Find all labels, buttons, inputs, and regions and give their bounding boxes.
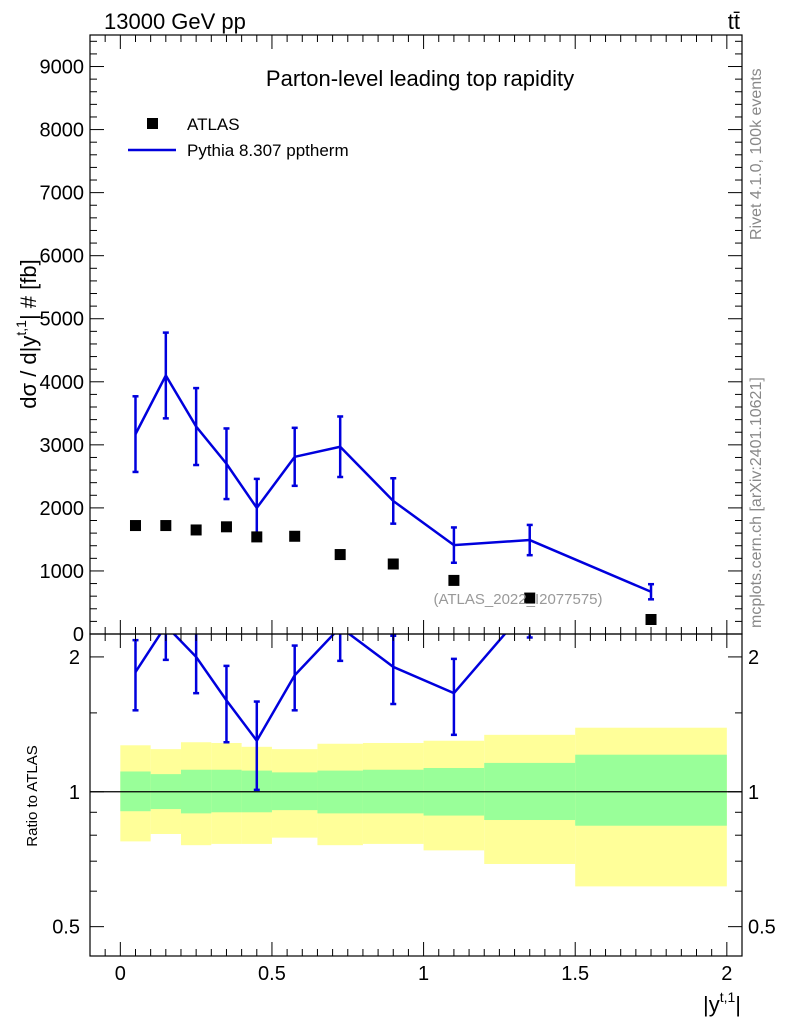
main-y-tick-label: 2000 <box>40 498 85 520</box>
x-tick-label: 0.5 <box>258 963 286 985</box>
main-y-tick-label: 8000 <box>40 120 85 142</box>
ratio-y-tick-label: 1 <box>69 782 80 804</box>
x-axis-title-part2: | <box>735 992 741 1017</box>
atlas-data-point <box>645 613 657 625</box>
atlas-data-point <box>190 524 202 536</box>
main-y-tick-label: 6000 <box>40 246 85 268</box>
x-axis-title-superscript: t,1 <box>720 989 736 1005</box>
main-y-tick-label: 3000 <box>40 435 85 457</box>
atlas-data-point <box>160 520 172 532</box>
atlas-data-point <box>220 521 232 533</box>
ratio-y-tick-label-right: 2 <box>748 647 759 669</box>
x-tick-label: 0 <box>115 963 126 985</box>
atlas-data-point <box>387 558 399 570</box>
legend-atlas-marker <box>147 118 158 129</box>
x-tick-label: 1.5 <box>561 963 589 985</box>
chart-title: Parton-level leading top rapidity <box>266 66 574 91</box>
ratio-panel: 0.5 0.5 1 1 2 2 0 0.5 1 1.5 2 Ratio to ATLAS |yt,1… <box>24 633 776 1017</box>
energy-label: 13000 GeV pp <box>104 9 246 34</box>
main-y-tick-label: 4000 <box>40 372 85 394</box>
legend-atlas-label: ATLAS <box>187 115 240 134</box>
ratio-line <box>134 634 507 743</box>
legend-pythia-label: Pythia 8.307 pptherm <box>187 141 349 160</box>
main-y-tick-label: 1000 <box>40 561 85 583</box>
x-axis-title-part1: |y <box>703 992 720 1017</box>
process-label: tt̄ <box>728 9 740 34</box>
x-tick-label: 2 <box>721 963 732 985</box>
rivet-label: Rivet 4.1.0, 100k events <box>748 68 765 240</box>
uncertainty-band-inner <box>575 754 727 826</box>
main-y-tick-label: 0 <box>73 624 84 646</box>
atlas-data-point <box>129 520 141 532</box>
atlas-data-point <box>448 574 460 586</box>
ratio-y-tick-label: 2 <box>69 647 80 669</box>
uncertainty-band-inner <box>211 769 242 813</box>
analysis-watermark: (ATLAS_2022_I2077575) <box>433 591 602 608</box>
atlas-data-point <box>251 531 263 543</box>
mcplots-label: mcplots.cern.ch [arXiv:2401.10621] <box>748 377 765 628</box>
main-y-axis-title-superscript: t,1 <box>13 320 29 336</box>
atlas-data-point <box>289 530 301 542</box>
main-y-tick-label: 9000 <box>40 57 85 79</box>
atlas-data-point <box>334 549 346 561</box>
main-y-tick-label: 5000 <box>40 309 85 331</box>
ratio-y-tick-label: 0.5 <box>52 917 80 939</box>
main-panel: 0 1000 2000 3000 4000 5000 6000 7000 8000 9000 Pa… <box>13 34 743 646</box>
ratio-y-axis-title: Ratio to ATLAS <box>24 745 41 846</box>
ratio-y-tick-label-right: 0.5 <box>748 917 776 939</box>
main-y-axis-title: dσ / d|yt,1| # [fb] <box>13 259 41 408</box>
x-axis-title: |yt,1| <box>703 989 741 1017</box>
atlas-data-point <box>524 592 536 604</box>
ratio-frame <box>89 633 743 957</box>
main-y-tick-label: 7000 <box>40 183 85 205</box>
x-tick-label: 1 <box>418 963 429 985</box>
legend: ATLAS Pythia 8.307 pptherm <box>128 115 349 160</box>
main-y-axis-title-part2: | # [fb] <box>16 259 41 320</box>
main-y-axis-title-part1: dσ / d|y <box>16 336 41 409</box>
ratio-y-tick-label-right: 1 <box>748 782 759 804</box>
